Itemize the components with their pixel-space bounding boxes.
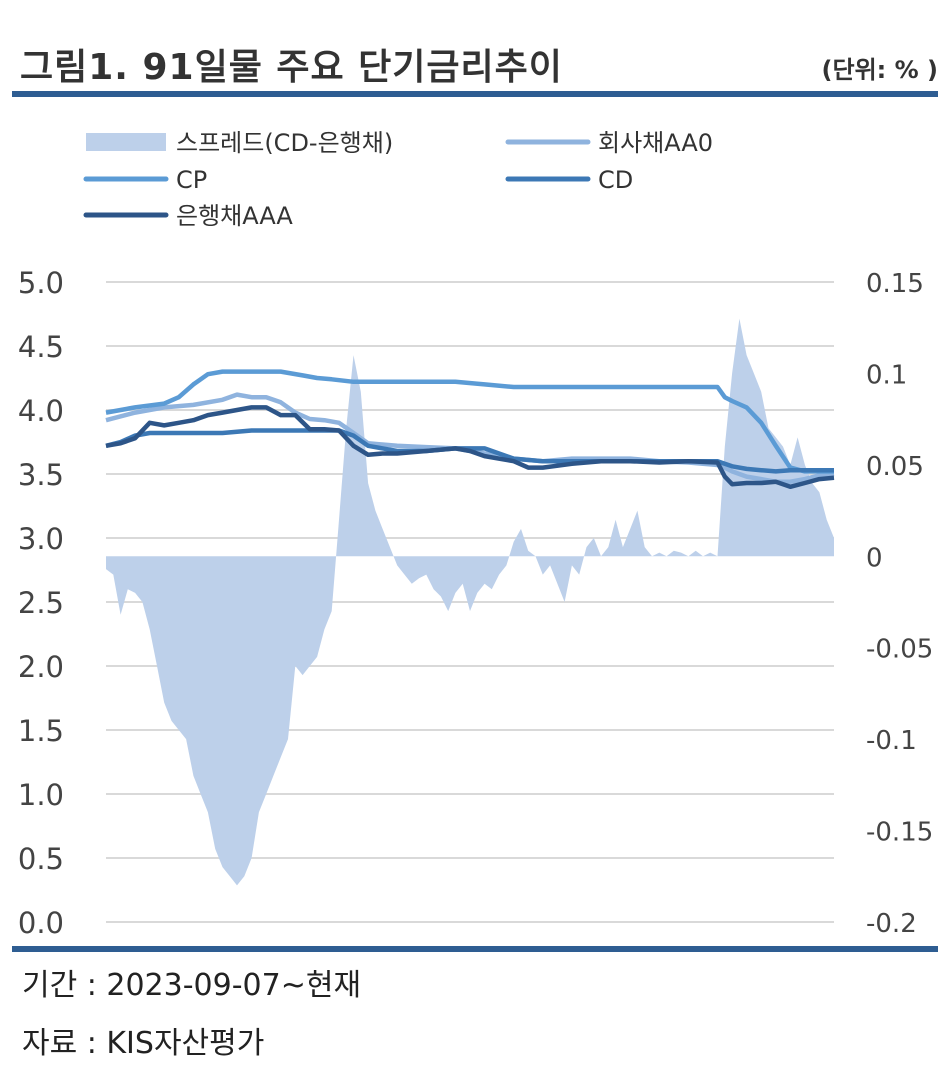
series-line-1: [105, 392, 835, 484]
period-note: 기간 : 2023-09-07~현재: [22, 968, 362, 1003]
left-tick-label: 0.5: [18, 842, 64, 876]
left-tick-label: 3.0: [18, 522, 64, 556]
title-row: 그림1. 91일물 주요 단기금리추이 (단위: % ): [20, 38, 938, 88]
top-divider: [12, 91, 938, 97]
line-layer: [105, 369, 835, 490]
legend-entry: CP: [83, 166, 207, 194]
legend-label: CD: [598, 166, 633, 194]
left-tick-label: 2.5: [18, 586, 64, 620]
left-axis: 5.0 4.5 4.0 3.5 3.0 2.5 2.0 1.5 1.0 0.5 0.0: [18, 266, 64, 940]
left-tick-label: 4.5: [18, 330, 64, 364]
left-tick-label: 4.0: [18, 394, 64, 428]
legend: 스프레드(CD-은행채) 회사채AA0 CP CD 은행채AAA: [83, 129, 713, 230]
legend-entry: 은행채AAA: [83, 202, 293, 230]
legend-label: CP: [176, 166, 207, 194]
left-tick-label: 1.0: [18, 778, 64, 812]
right-axis: 0.15 0.1 0.05 0 -0.05 -0.1 -0.15 -0.2: [866, 269, 933, 939]
chart-title: 그림1. 91일물 주요 단기금리추이: [20, 47, 563, 88]
left-tick-label: 3.5: [18, 458, 64, 492]
left-tick-label: 5.0: [18, 266, 64, 300]
right-tick-label: 0.05: [866, 452, 924, 482]
series-line-3: [105, 428, 834, 474]
legend-label: 스프레드(CD-은행채): [176, 129, 393, 157]
left-tick-label: 1.5: [18, 714, 64, 748]
legend-entry: 회사채AA0: [505, 129, 713, 157]
series-spread-area: [106, 318, 834, 886]
series-line-2: [105, 369, 834, 474]
bottom-divider: [12, 946, 938, 952]
legend-label: 회사채AA0: [598, 129, 713, 157]
legend-entry: CD: [505, 166, 633, 194]
right-tick-label: 0.1: [866, 360, 907, 390]
source-note: 자료 : KIS자산평가: [22, 1026, 265, 1061]
right-tick-label: -0.15: [866, 818, 933, 848]
left-tick-label: 0.0: [18, 906, 64, 940]
right-tick-label: -0.1: [866, 726, 917, 756]
rate-chart: 스프레드(CD-은행채) 회사채AA0 CP CD 은행채AAA 5.0 4.5 4.0 3.…: [18, 129, 933, 940]
area-layer: [106, 318, 834, 886]
right-tick-label: -0.2: [866, 909, 917, 939]
legend-entry: 스프레드(CD-은행채): [86, 129, 393, 157]
right-tick-label: -0.05: [866, 635, 933, 665]
legend-swatch: [86, 133, 166, 151]
series-line-4: [105, 405, 835, 490]
right-tick-label: 0: [866, 543, 883, 573]
right-tick-label: 0.15: [866, 269, 924, 299]
unit-label: (단위: % ): [821, 56, 938, 84]
legend-label: 은행채AAA: [176, 202, 293, 230]
left-tick-label: 2.0: [18, 650, 64, 684]
